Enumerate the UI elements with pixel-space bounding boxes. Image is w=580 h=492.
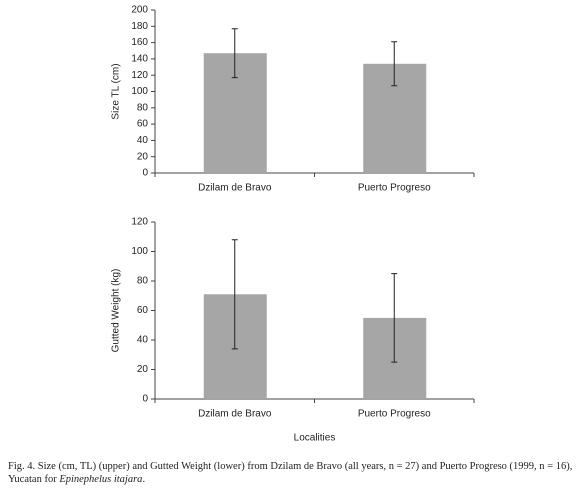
error-bar (231, 28, 238, 79)
x-tick-label: Puerto Progreso (358, 409, 431, 420)
y-axis-label: Size TL (cm) (111, 63, 122, 119)
y-tick-label: 100 (131, 86, 148, 97)
y-tick-label: 40 (137, 335, 149, 346)
y-tick-label: 100 (131, 246, 148, 257)
y-tick-label: 80 (137, 276, 149, 287)
y-tick-label: 120 (131, 217, 148, 228)
caption: Fig. 4. Size (cm, TL) (upper) and Gutted… (8, 460, 574, 486)
y-tick-label: 140 (131, 54, 148, 65)
y-axis-label: Gutted Weight (kg) (111, 269, 122, 353)
y-tick-label: 160 (131, 37, 148, 48)
y-tick-label: 120 (131, 70, 148, 81)
x-axis-label: Localities (294, 433, 336, 444)
x-tick-label: Dzilam de Bravo (198, 409, 272, 420)
y-tick-label: 0 (142, 168, 148, 179)
y-tick-label: 60 (137, 119, 149, 130)
caption-end: . (142, 474, 146, 485)
y-tick-label: 20 (137, 364, 149, 375)
y-tick-label: 80 (137, 102, 149, 113)
x-tick-label: Puerto Progreso (358, 183, 431, 194)
y-tick-label: 40 (137, 135, 149, 146)
y-tick-label: 60 (137, 305, 149, 316)
y-tick-label: 0 (142, 394, 148, 405)
error-bar (391, 273, 398, 363)
error-bar (391, 41, 398, 87)
y-tick-label: 200 (131, 5, 148, 16)
x-tick-label: Dzilam de Bravo (198, 183, 272, 194)
error-bar (231, 239, 238, 350)
caption-italic: Epinephelus itajara (59, 474, 143, 485)
y-tick-label: 180 (131, 21, 148, 32)
y-tick-label: 20 (137, 151, 149, 162)
caption-text: Fig. 4. Size (cm, TL) (upper) and Gutted… (8, 461, 573, 485)
